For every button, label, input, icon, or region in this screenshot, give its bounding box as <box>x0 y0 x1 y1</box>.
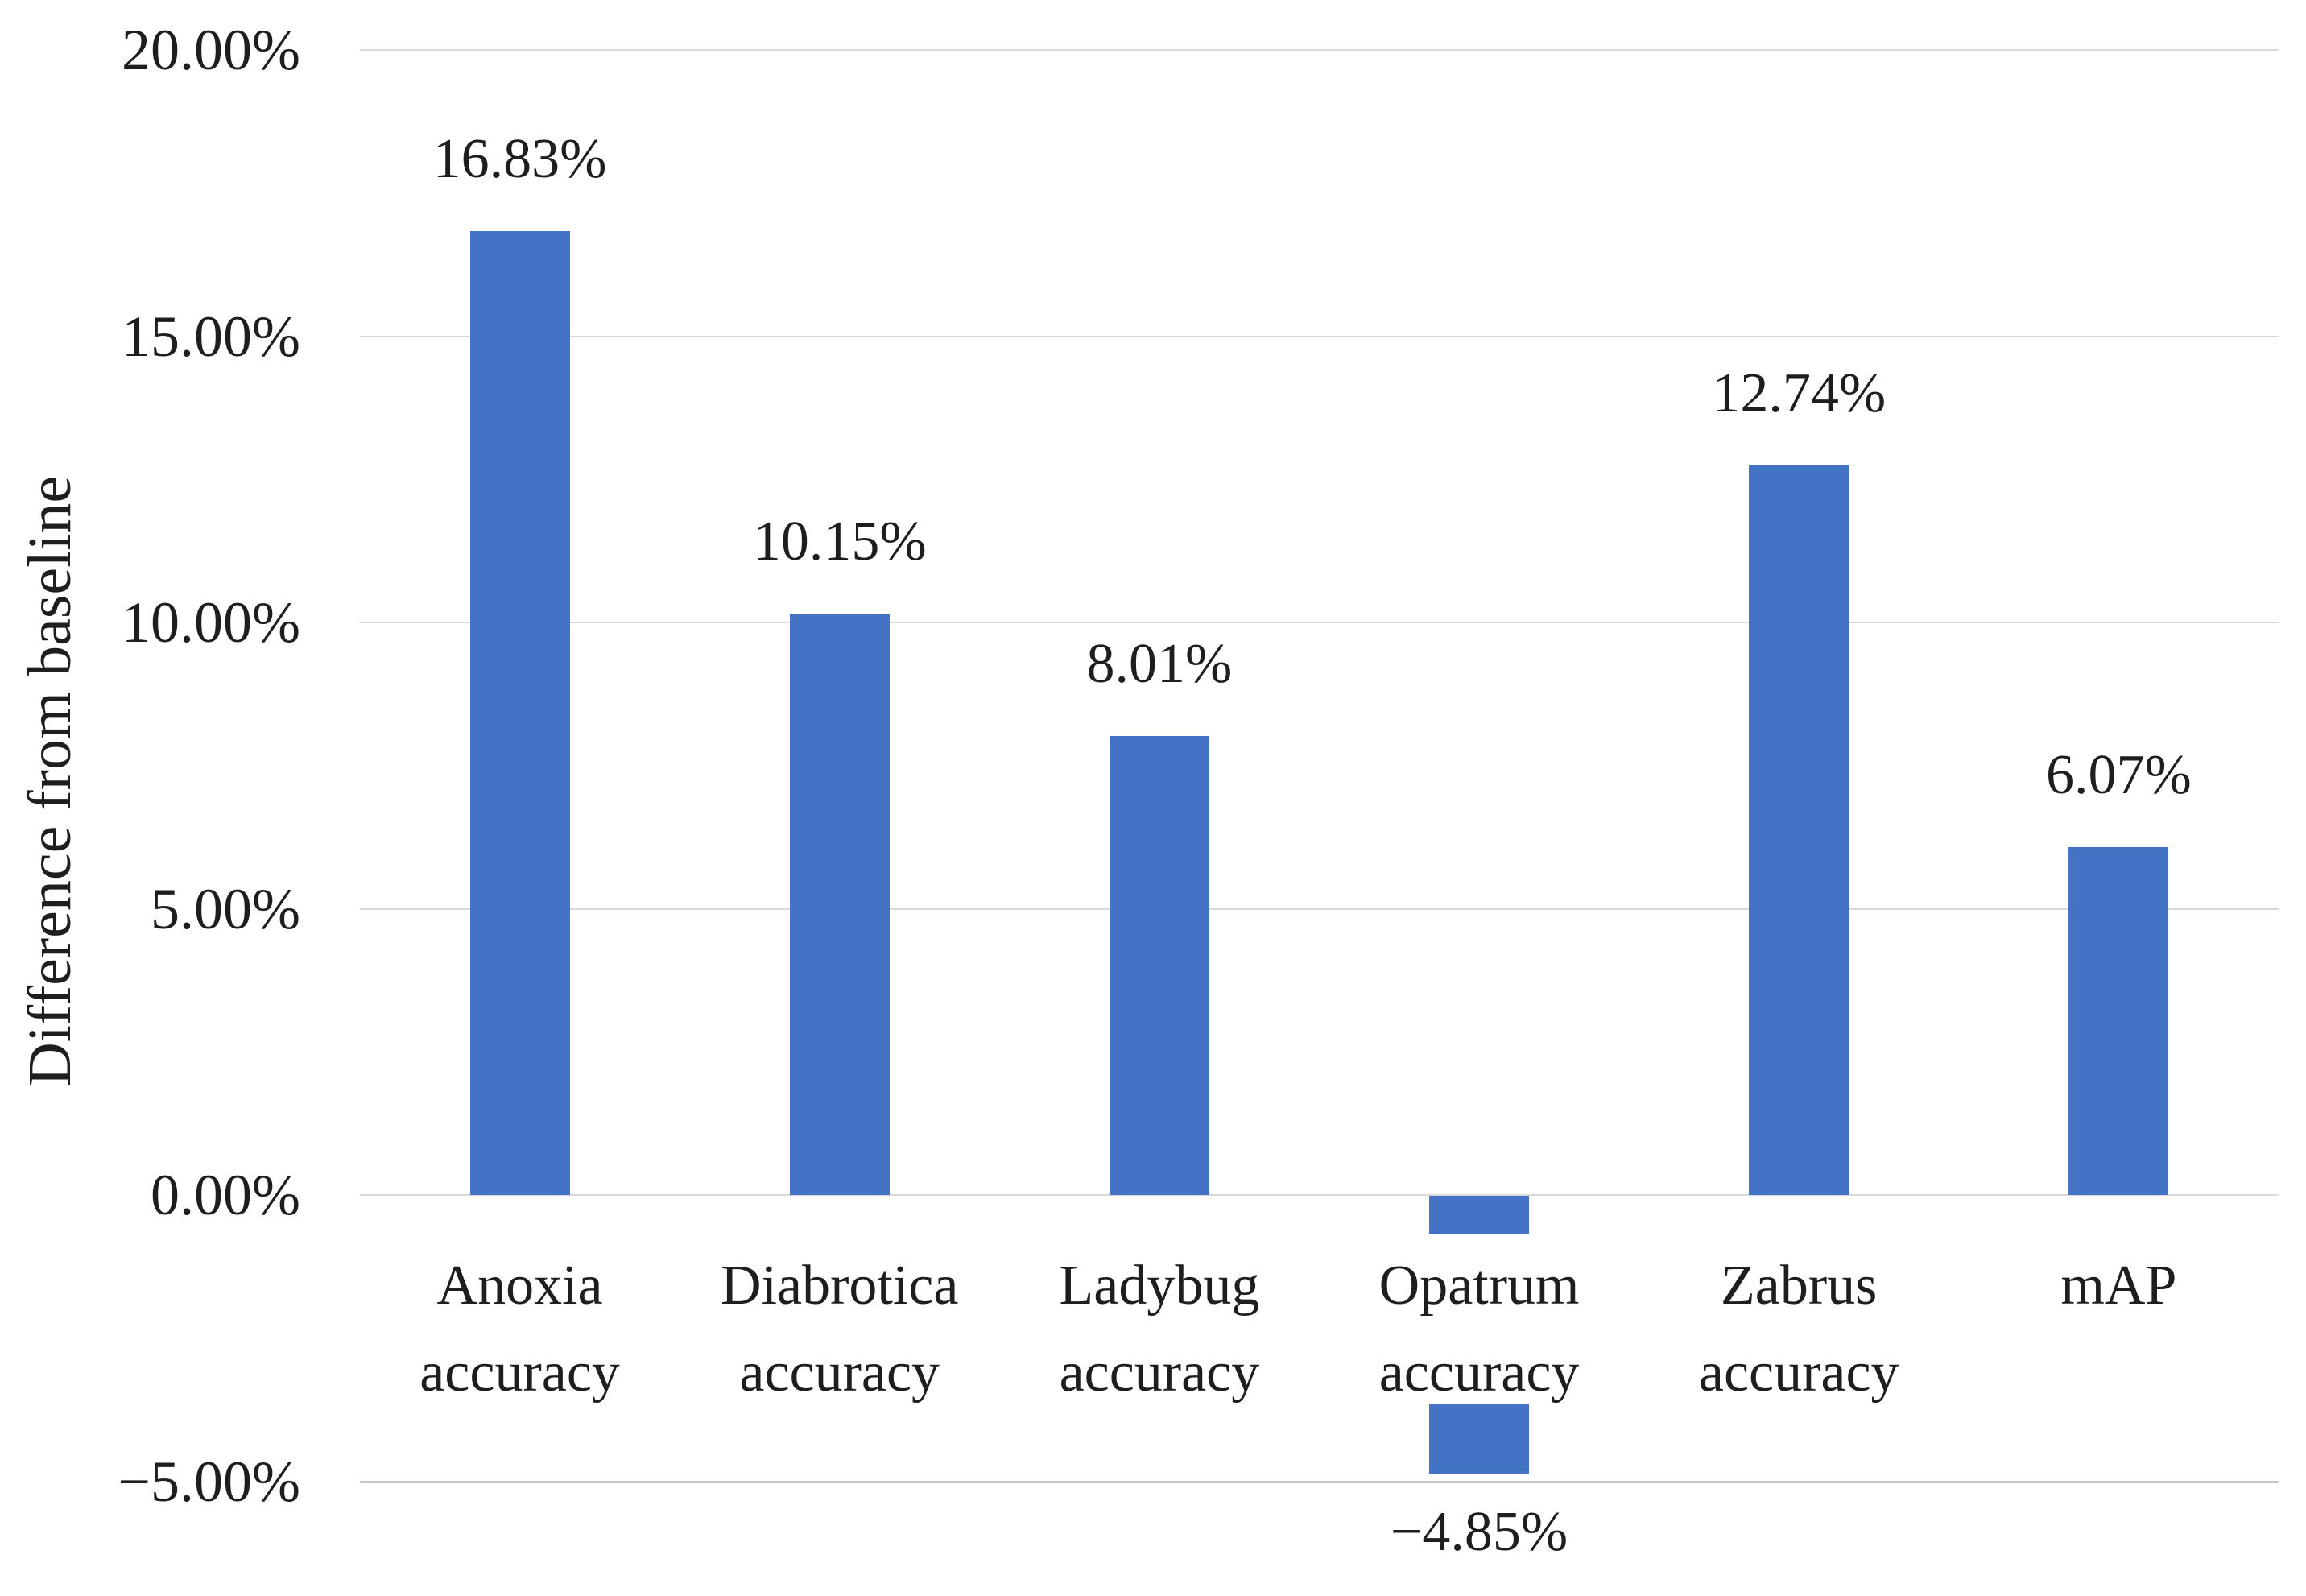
x-axis-category-label-line: accuracy <box>1698 1342 1899 1404</box>
gridline <box>360 49 2279 51</box>
data-label: 12.74% <box>1712 362 1887 425</box>
x-axis-category-label-line: Zabrus <box>1721 1255 1878 1317</box>
y-tick-label: 10.00% <box>122 590 300 655</box>
x-axis-category-label-line: Anoxia <box>436 1255 603 1317</box>
gridline <box>360 1194 2279 1196</box>
x-axis-category-label-line: Diabrotica <box>721 1255 959 1317</box>
x-axis-category-label-line: accuracy <box>1059 1342 1260 1404</box>
data-label: 10.15% <box>752 511 927 573</box>
data-label: −4.85% <box>1390 1501 1568 1563</box>
data-label: 16.83% <box>432 128 607 191</box>
bar <box>2068 847 2169 1195</box>
x-axis-category-label: mAP <box>1959 1242 2279 1329</box>
x-axis-label-band <box>360 1234 2279 1404</box>
bar <box>1749 465 1849 1195</box>
x-axis-category-label-line: accuracy <box>1378 1342 1580 1404</box>
data-label: 6.07% <box>2046 744 2192 807</box>
y-tick-label: 0.00% <box>151 1163 300 1227</box>
x-axis-category-label: Zabrus accuracy <box>1639 1242 1959 1416</box>
gridline <box>360 622 2279 623</box>
x-axis-category-label-line: accuracy <box>419 1342 620 1404</box>
bar <box>789 614 890 1195</box>
x-axis-category-label: Diabrotica accuracy <box>680 1242 999 1416</box>
x-axis-category-label-line: Ladybug <box>1059 1255 1260 1317</box>
y-tick-label: −5.00% <box>118 1449 300 1514</box>
x-axis-category-label: Opatrum accuracy <box>1320 1242 1639 1416</box>
y-tick-label: 20.00% <box>122 18 300 82</box>
gridline <box>360 335 2279 337</box>
gridline <box>360 1480 2279 1483</box>
y-tick-label: 15.00% <box>122 304 300 369</box>
bar <box>1109 736 1209 1195</box>
x-axis-category-label: Anoxia accuracy <box>360 1242 680 1416</box>
x-axis-category-label-line: Opatrum <box>1378 1255 1580 1317</box>
y-tick-label: 5.00% <box>151 876 300 941</box>
x-axis-category-label: Ladybug accuracy <box>999 1242 1319 1416</box>
data-label: 8.01% <box>1086 633 1233 696</box>
gridline <box>360 908 2279 910</box>
x-axis-category-label-line: accuracy <box>739 1342 940 1404</box>
x-axis-category-label-line: mAP <box>2060 1255 2177 1317</box>
bar <box>469 231 570 1195</box>
